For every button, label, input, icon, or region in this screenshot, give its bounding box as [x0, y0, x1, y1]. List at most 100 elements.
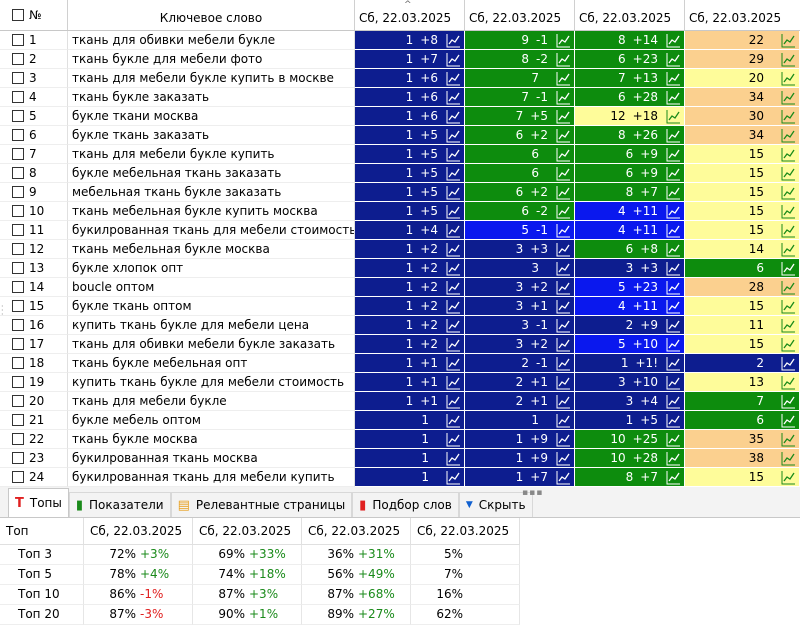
position-cell[interactable]: 4 +11: [575, 202, 685, 221]
position-cell[interactable]: 20: [685, 69, 800, 88]
row-number-cell[interactable]: 7: [0, 145, 68, 164]
position-cell[interactable]: 1 +6: [355, 107, 465, 126]
position-cell[interactable]: 4 +11: [575, 221, 685, 240]
table-row[interactable]: 9 мебельная ткань букле заказать 1 +5 6 +2 8 +7…: [0, 183, 800, 202]
trend-chart-icon[interactable]: [446, 261, 461, 276]
row-number-cell[interactable]: 11: [0, 221, 68, 240]
keyword-cell[interactable]: ткань для мебели букле: [68, 392, 355, 411]
trend-chart-icon[interactable]: [446, 470, 461, 485]
trend-chart-icon[interactable]: [556, 109, 571, 124]
tab-0[interactable]: T Топы: [8, 488, 69, 517]
position-cell[interactable]: 8 +7: [575, 183, 685, 202]
trend-chart-icon[interactable]: [446, 223, 461, 238]
row-checkbox[interactable]: [12, 281, 24, 293]
position-cell[interactable]: 7 -1: [465, 88, 575, 107]
tops-header-date[interactable]: Сб, 22.03.2025: [411, 518, 520, 545]
position-cell[interactable]: 2 +9: [575, 316, 685, 335]
trend-chart-icon[interactable]: [556, 90, 571, 105]
tops-header-label[interactable]: Топ: [0, 518, 84, 545]
table-row[interactable]: 6 букле ткань заказать 1 +5 6 +2 8 +26 34: [0, 126, 800, 145]
header-num-cell[interactable]: №: [0, 0, 68, 30]
trend-chart-icon[interactable]: [446, 204, 461, 219]
keyword-cell[interactable]: букилрованная ткань для мебели стоимость: [68, 221, 355, 240]
position-cell[interactable]: 1: [355, 449, 465, 468]
position-cell[interactable]: 15: [685, 183, 800, 202]
table-row[interactable]: 19 купить ткань букле для мебели стоимост…: [0, 373, 800, 392]
position-cell[interactable]: 2 -1: [465, 354, 575, 373]
position-cell[interactable]: 7: [685, 392, 800, 411]
trend-chart-icon[interactable]: [556, 242, 571, 257]
trend-chart-icon[interactable]: [556, 223, 571, 238]
trend-chart-icon[interactable]: [446, 90, 461, 105]
position-cell[interactable]: 14: [685, 240, 800, 259]
trend-chart-icon[interactable]: [666, 375, 681, 390]
position-cell[interactable]: 1: [355, 468, 465, 487]
trend-chart-icon[interactable]: [446, 299, 461, 314]
keyword-cell[interactable]: ткань букле москва: [68, 430, 355, 449]
left-splitter-grip[interactable]: · · ·: [1, 302, 4, 319]
trend-chart-icon[interactable]: [781, 451, 796, 466]
position-cell[interactable]: 1 +2: [355, 278, 465, 297]
table-row[interactable]: 22 ткань букле москва 1 1 +9 10 +25 35: [0, 430, 800, 449]
row-number-cell[interactable]: 6: [0, 126, 68, 145]
trend-chart-icon[interactable]: [556, 356, 571, 371]
row-checkbox[interactable]: [12, 471, 24, 483]
position-cell[interactable]: 22: [685, 31, 800, 50]
position-cell[interactable]: 1 +5: [355, 164, 465, 183]
trend-chart-icon[interactable]: [781, 470, 796, 485]
position-cell[interactable]: 2: [685, 354, 800, 373]
table-row[interactable]: 17 ткань для обивки мебели букле заказать…: [0, 335, 800, 354]
trend-chart-icon[interactable]: [556, 204, 571, 219]
position-cell[interactable]: 6 +8: [575, 240, 685, 259]
trend-chart-icon[interactable]: [666, 299, 681, 314]
row-number-cell[interactable]: 3: [0, 69, 68, 88]
position-cell[interactable]: 13: [685, 373, 800, 392]
position-cell[interactable]: 1 +1: [355, 392, 465, 411]
trend-chart-icon[interactable]: [781, 318, 796, 333]
position-cell[interactable]: 28: [685, 278, 800, 297]
trend-chart-icon[interactable]: [556, 128, 571, 143]
table-row[interactable]: 14 boucle оптом 1 +2 3 +2 5 +23 28: [0, 278, 800, 297]
position-cell[interactable]: 1 +1!: [575, 354, 685, 373]
trend-chart-icon[interactable]: [781, 299, 796, 314]
row-number-cell[interactable]: 2: [0, 50, 68, 69]
trend-chart-icon[interactable]: [666, 52, 681, 67]
tab-4[interactable]: ▼ Скрыть: [458, 492, 533, 517]
trend-chart-icon[interactable]: [666, 204, 681, 219]
position-cell[interactable]: 1 +6: [355, 88, 465, 107]
header-date-1[interactable]: Сб, 22.03.2025: [355, 0, 465, 30]
position-cell[interactable]: 11: [685, 316, 800, 335]
trend-chart-icon[interactable]: [781, 280, 796, 295]
position-cell[interactable]: 1 +1: [355, 373, 465, 392]
table-row[interactable]: 21 букле мебель оптом 1 1 1 +5 6: [0, 411, 800, 430]
row-checkbox[interactable]: [12, 72, 24, 84]
position-cell[interactable]: 6: [465, 145, 575, 164]
trend-chart-icon[interactable]: [446, 318, 461, 333]
position-cell[interactable]: 8 +7: [575, 468, 685, 487]
row-number-cell[interactable]: 14: [0, 278, 68, 297]
trend-chart-icon[interactable]: [666, 356, 681, 371]
trend-chart-icon[interactable]: [781, 166, 796, 181]
table-row[interactable]: 2 ткань букле для мебели фото 1 +7 8 -2 6 +23 29: [0, 50, 800, 69]
position-cell[interactable]: 6: [465, 164, 575, 183]
table-row[interactable]: 13 букле хлопок опт 1 +2 3 3 +3 6: [0, 259, 800, 278]
row-checkbox[interactable]: [12, 452, 24, 464]
trend-chart-icon[interactable]: [781, 185, 796, 200]
table-row[interactable]: 5 букле ткани москва 1 +6 7 +5 12 +18 30: [0, 107, 800, 126]
position-cell[interactable]: 1: [355, 411, 465, 430]
position-cell[interactable]: 5 -1: [465, 221, 575, 240]
trend-chart-icon[interactable]: [446, 52, 461, 67]
position-cell[interactable]: 3 -1: [465, 316, 575, 335]
position-cell[interactable]: 15: [685, 335, 800, 354]
position-cell[interactable]: 2 +1: [465, 392, 575, 411]
trend-chart-icon[interactable]: [446, 33, 461, 48]
keyword-cell[interactable]: ткань букле заказать: [68, 88, 355, 107]
row-number-cell[interactable]: 8: [0, 164, 68, 183]
keyword-cell[interactable]: букилрованная ткань москва: [68, 449, 355, 468]
position-cell[interactable]: 1 +7: [355, 50, 465, 69]
keyword-cell[interactable]: букле мебель оптом: [68, 411, 355, 430]
trend-chart-icon[interactable]: [446, 394, 461, 409]
row-checkbox[interactable]: [12, 167, 24, 179]
trend-chart-icon[interactable]: [781, 375, 796, 390]
trend-chart-icon[interactable]: [781, 394, 796, 409]
